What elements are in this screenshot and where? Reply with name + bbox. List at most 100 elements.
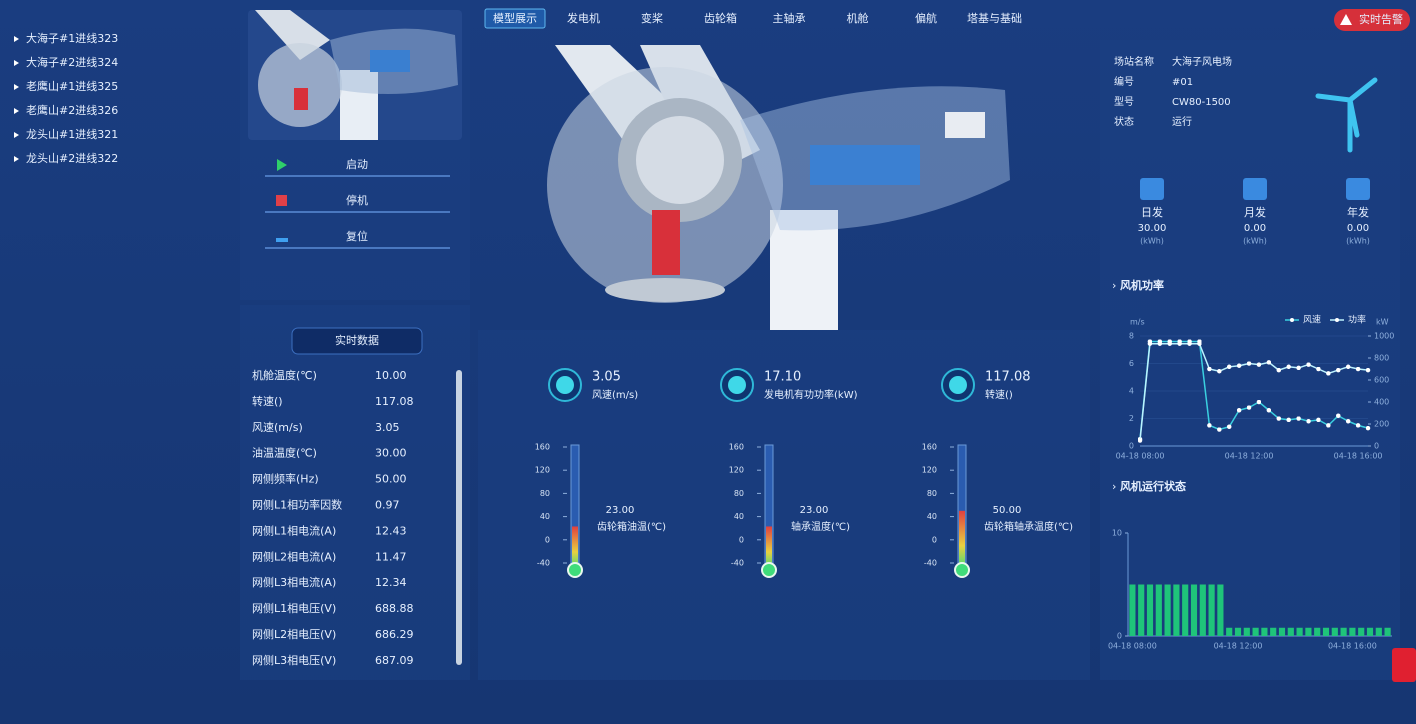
nav-tab[interactable]: 塔基与基础 — [967, 12, 1022, 25]
info-value: 运行 — [1172, 115, 1192, 128]
value-label: 23.00 — [800, 505, 829, 516]
tick-label: 160 — [729, 443, 744, 452]
row-value: 686.29 — [375, 628, 414, 641]
tick-label: -40 — [731, 559, 744, 568]
info-value: CW80-1500 — [1172, 97, 1231, 108]
tick-label: 40 — [734, 512, 744, 521]
sidebar-item[interactable]: 老鹰山#1进线325 — [26, 79, 118, 93]
bar — [1340, 627, 1347, 636]
turbine-icon — [1315, 77, 1378, 153]
prod-icon — [1243, 178, 1267, 200]
x-tick-label: 04-18 12:00 — [1225, 452, 1274, 461]
x-tick-label: 04-18 12:00 — [1214, 642, 1263, 651]
row-label: 网侧L1相功率因数 — [252, 498, 342, 512]
bullet — [14, 132, 19, 138]
y2-tick-label: 200 — [1374, 420, 1389, 429]
y-tick-label: 8 — [1129, 332, 1134, 341]
legend-dot — [1290, 318, 1294, 322]
y-tick-label: 4 — [1129, 387, 1134, 396]
prod-value: 30.00 — [1138, 223, 1167, 234]
control-label[interactable]: 复位 — [346, 229, 368, 243]
value-label: 23.00 — [606, 505, 635, 516]
nav-tab[interactable]: 发电机 — [567, 11, 600, 25]
metric-label: 转速() — [985, 388, 1013, 401]
row-label: 风速(m/s) — [252, 421, 303, 434]
tick-label: 0 — [739, 535, 744, 544]
nav-tab[interactable]: 偏航 — [915, 11, 937, 25]
tick-label: 120 — [535, 466, 550, 475]
bar — [1208, 584, 1215, 636]
control-label[interactable]: 停机 — [346, 193, 368, 207]
row-label: 网侧L2相电压(V) — [252, 628, 336, 641]
sidebar-item[interactable]: 龙头山#1进线321 — [26, 127, 118, 141]
bar — [1146, 584, 1154, 636]
prod-label: 月发 — [1244, 205, 1266, 219]
metric-value: 117.08 — [985, 370, 1031, 385]
chart-title: 风机功率 — [1120, 278, 1164, 292]
row-value: 12.34 — [375, 576, 407, 589]
thermo-title: 轴承温度(℃) — [791, 520, 850, 533]
row-value: 687.09 — [375, 654, 414, 667]
thermo-title: 齿轮箱油温(℃) — [597, 520, 666, 533]
thermo-fill — [572, 526, 578, 569]
row-value: 117.08 — [375, 395, 414, 408]
x-tick-label: 04-18 08:00 — [1116, 452, 1165, 461]
nav-tab[interactable]: 模型展示 — [493, 11, 537, 25]
bar — [1305, 627, 1312, 636]
prod-value: 0.00 — [1347, 223, 1369, 234]
bar — [1358, 627, 1365, 636]
bar — [1252, 627, 1259, 636]
thermo-title: 齿轮箱轴承温度(℃) — [984, 520, 1073, 533]
chart-arrow: › — [1112, 480, 1116, 493]
row-label: 转速() — [252, 394, 283, 408]
row-label: 网侧频率(Hz) — [252, 472, 319, 486]
bar — [1155, 584, 1162, 636]
side-tab[interactable] — [1392, 648, 1416, 682]
bar — [1243, 627, 1250, 636]
prod-icon — [1346, 178, 1370, 200]
alert-button[interactable] — [1334, 9, 1410, 31]
row-label: 网侧L3相电压(V) — [252, 654, 336, 667]
info-value: 大海子风电场 — [1172, 55, 1232, 68]
row-value: 688.88 — [375, 602, 414, 615]
control-label[interactable]: 启动 — [346, 158, 368, 171]
prod-value: 0.00 — [1244, 223, 1266, 234]
sidebar-item[interactable]: 大海子#1进线323 — [26, 31, 118, 45]
nav-tab[interactable]: 齿轮箱 — [704, 11, 737, 25]
bar — [1296, 627, 1303, 636]
prod-icon — [1140, 178, 1164, 200]
tick-label: 0 — [545, 535, 550, 544]
nav-tab[interactable]: 变桨 — [641, 11, 663, 25]
bar — [1129, 584, 1136, 636]
bar — [1349, 627, 1356, 636]
icon-start — [277, 159, 287, 171]
tick-label: -40 — [924, 559, 937, 568]
tab-active — [484, 8, 546, 29]
bar — [1314, 627, 1321, 636]
nav-tab[interactable]: 机舱 — [847, 11, 869, 25]
sidebar-item[interactable]: 老鹰山#2进线326 — [26, 103, 118, 117]
thermo-bulb — [567, 562, 583, 578]
scrollbar[interactable] — [456, 370, 462, 665]
bar — [1226, 627, 1233, 636]
prod-unit: (kWh) — [1243, 237, 1267, 246]
prod-unit: (kWh) — [1140, 237, 1164, 246]
info-label: 编号 — [1114, 75, 1134, 88]
turbine-model — [547, 45, 1010, 330]
y2-tick-label: 400 — [1374, 398, 1389, 407]
panel-title: 实时数据 — [335, 333, 379, 347]
tick-label: 120 — [922, 466, 937, 475]
nav-tab[interactable]: 主轴承 — [773, 11, 806, 25]
sidebar-item[interactable]: 龙头山#2进线322 — [26, 151, 118, 165]
sidebar-item[interactable]: 大海子#2进线324 — [26, 55, 118, 69]
tick-label: 0 — [932, 535, 937, 544]
panel-header — [291, 327, 423, 355]
y2-tick-label: 800 — [1374, 354, 1389, 363]
alert-label[interactable]: 实时告警 — [1359, 12, 1403, 26]
row-label: 网侧L3相电流(A) — [252, 575, 336, 589]
bar — [1199, 584, 1206, 636]
line-series — [1137, 341, 1371, 443]
y2-tick-label: 0 — [1374, 442, 1379, 451]
row-label: 网侧L2相电流(A) — [252, 549, 336, 563]
turbine-thumbnail — [248, 10, 462, 140]
